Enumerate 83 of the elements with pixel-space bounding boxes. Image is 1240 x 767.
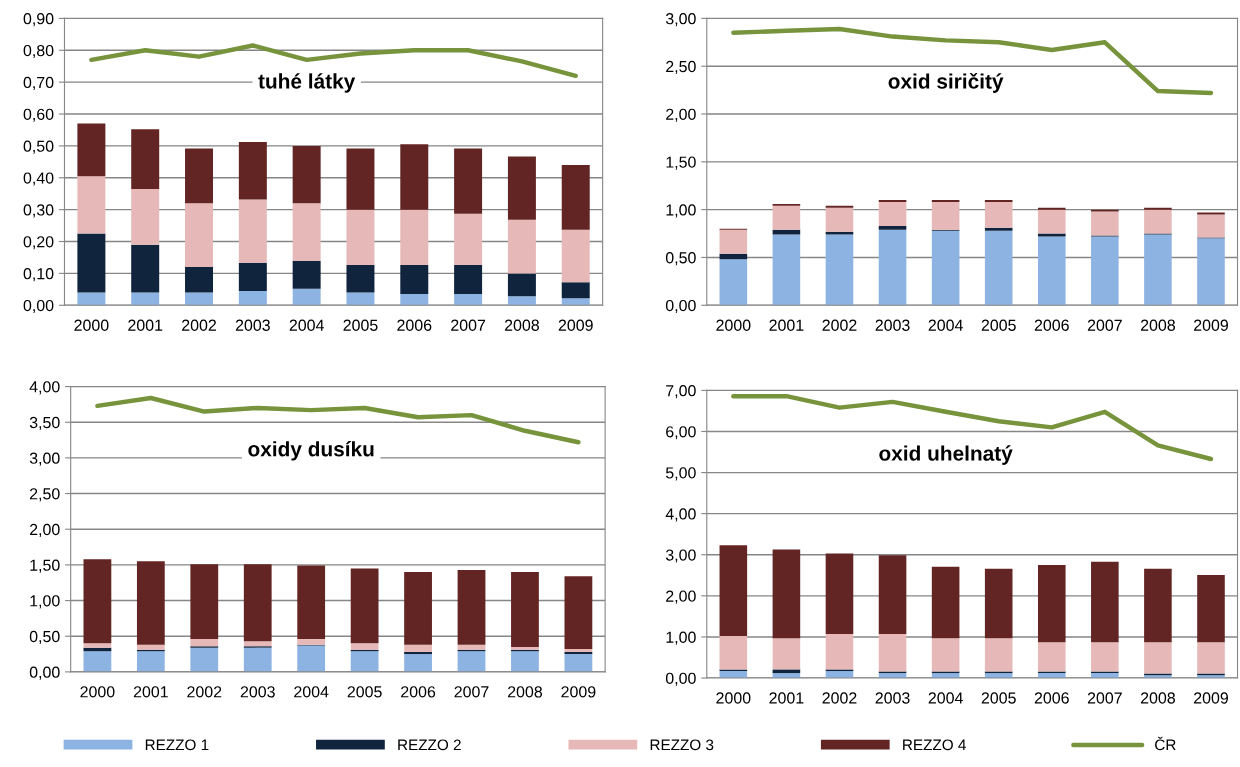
y-tick-label: 0,90 — [23, 13, 54, 27]
y-tick-label: 1,00 — [666, 631, 696, 645]
y-tick-label: 1,50 — [666, 156, 696, 170]
x-tick-label: 2003 — [875, 319, 910, 331]
x-tick-label: 2008 — [504, 319, 539, 331]
y-tick-label: 0,80 — [23, 44, 54, 59]
y-tick-label: 0,00 — [665, 672, 696, 686]
legend-label: ČR — [1155, 736, 1176, 751]
x-tick-label: 2009 — [558, 319, 593, 331]
x-tick-label: 2005 — [347, 686, 382, 698]
y-tick-label: 7,00 — [666, 385, 696, 399]
y-tick-label: 2,50 — [29, 488, 60, 502]
x-tick-label: 2000 — [716, 319, 751, 331]
y-tick-label: 1,00 — [666, 204, 696, 218]
x-tick-label: 2007 — [451, 319, 486, 331]
text: oxid siričitý — [888, 73, 1004, 93]
y-tick-label: 5,00 — [665, 467, 696, 481]
x-tick-label: 2001 — [769, 692, 804, 704]
y-tick-label: 1,50 — [30, 559, 60, 573]
y-tick-label: 0,30 — [23, 204, 54, 218]
x-tick-label: 2004 — [294, 686, 329, 698]
y-tick-label: 3,00 — [29, 452, 60, 466]
x-tick-label: 2004 — [928, 692, 963, 704]
x-tick-label: 2001 — [133, 686, 168, 698]
text: oxidy dusíku — [248, 440, 374, 461]
x-tick-label: 2002 — [187, 686, 222, 698]
y-tick-label: 0,20 — [23, 236, 54, 250]
x-tick-label: 2006 — [1034, 692, 1069, 704]
y-tick-label: 0,70 — [23, 76, 54, 90]
y-tick-label: 0,10 — [23, 268, 54, 282]
y-tick-label: 3,50 — [29, 416, 60, 431]
y-tick-label: 3,00 — [665, 549, 696, 563]
x-tick-label: 2001 — [128, 319, 163, 331]
y-tick-label: 0,50 — [23, 140, 54, 154]
y-tick-label: 0,50 — [29, 630, 60, 645]
text: tuhé látky — [258, 73, 356, 93]
legend-label: REZZO 2 — [398, 739, 461, 751]
x-tick-label: 2003 — [875, 692, 910, 704]
y-tick-label: 0,60 — [23, 108, 54, 122]
x-tick-label: 2006 — [1034, 319, 1069, 331]
legend-label: REZZO 1 — [145, 739, 209, 751]
y-tick-label: 2,00 — [666, 108, 696, 122]
x-tick-label: 2007 — [1087, 692, 1122, 704]
legend-label: REZZO 4 — [903, 739, 966, 751]
y-tick-label: 0,40 — [23, 172, 54, 186]
y-tick-label: 6,00 — [666, 426, 696, 440]
x-tick-label: 2008 — [1140, 319, 1175, 331]
x-tick-label: 2000 — [716, 692, 751, 704]
x-tick-label: 2003 — [240, 686, 275, 698]
x-tick-label: 2002 — [182, 319, 216, 331]
y-tick-label: 2,00 — [29, 523, 60, 538]
x-tick-label: 2009 — [1194, 692, 1228, 704]
x-tick-label: 2006 — [401, 686, 436, 698]
x-tick-label: 2009 — [561, 686, 596, 698]
x-tick-label: 2005 — [981, 692, 1016, 704]
x-tick-label: 2005 — [343, 319, 378, 331]
x-tick-label: 2007 — [1087, 319, 1122, 331]
x-tick-label: 2008 — [1140, 692, 1175, 704]
y-tick-label: 4,00 — [29, 381, 60, 395]
x-tick-label: 2000 — [80, 686, 115, 698]
x-tick-label: 2004 — [289, 319, 324, 331]
y-tick-label: 2,00 — [666, 590, 696, 604]
x-tick-label: 2005 — [981, 319, 1016, 331]
y-tick-label: 4,00 — [665, 508, 696, 522]
x-tick-label: 2001 — [769, 319, 804, 331]
y-tick-label: 3,00 — [665, 13, 696, 27]
x-tick-label: 2000 — [74, 319, 109, 331]
x-tick-label: 2004 — [928, 319, 963, 331]
x-tick-label: 2007 — [454, 686, 489, 698]
x-tick-label: 2003 — [235, 319, 270, 331]
x-tick-label: 2002 — [822, 319, 857, 331]
y-tick-label: 0,50 — [665, 252, 696, 266]
y-tick-label: 0,00 — [665, 299, 696, 314]
x-tick-label: 2008 — [507, 686, 543, 698]
y-tick-label: 2,50 — [666, 60, 696, 75]
y-tick-label: 0,00 — [29, 666, 60, 680]
legend-label: REZZO 3 — [650, 739, 714, 751]
text: oxid uhelnatý — [879, 445, 1013, 465]
x-tick-label: 2009 — [1194, 319, 1228, 331]
x-tick-label: 2002 — [822, 692, 857, 704]
x-tick-label: 2006 — [397, 319, 432, 331]
y-tick-label: 0,00 — [23, 299, 54, 314]
y-tick-label: 1,00 — [30, 595, 60, 609]
